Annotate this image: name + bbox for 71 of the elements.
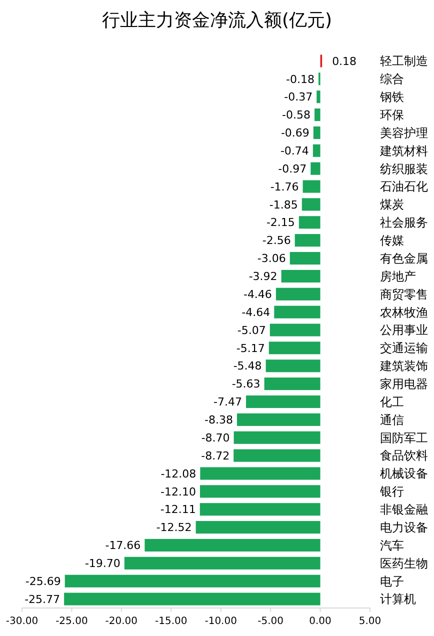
data-label: -0.97 [278, 162, 307, 176]
y-tick-label: 交通运输 [380, 341, 428, 356]
y-tick-label: 汽车 [380, 538, 404, 552]
data-label: -2.56 [262, 234, 291, 248]
data-label: -0.69 [280, 126, 310, 140]
y-tick-label: 家用电器 [380, 377, 428, 392]
data-label: -5.07 [237, 324, 266, 337]
y-tick-label: 国防军工 [380, 430, 428, 445]
y-tick-label: 有色金属 [380, 251, 428, 266]
y-tick-label: 建筑装饰 [379, 359, 428, 374]
y-tick-label: 银行 [379, 484, 404, 499]
data-label: -0.74 [280, 144, 309, 158]
y-tick-label: 计算机 [380, 592, 416, 606]
y-tick-label: 石油石化 [380, 180, 428, 194]
x-tick-label: -5.00 [258, 616, 284, 627]
y-tick-label: 轻工制造 [380, 54, 428, 68]
data-label: -4.64 [242, 306, 270, 319]
data-label: -8.70 [201, 431, 230, 444]
data-label: -17.66 [105, 539, 141, 552]
x-tick-label: 0.00 [309, 616, 332, 627]
y-tick-label: 钢铁 [379, 90, 404, 104]
y-tick-label: 公用事业 [380, 323, 428, 338]
data-label: -5.17 [236, 342, 265, 355]
data-label: -2.15 [266, 216, 295, 230]
y-tick-label: 煤炭 [380, 198, 404, 212]
y-tick-label: 综合 [380, 72, 404, 86]
data-label: 0.18 [332, 54, 357, 68]
x-tick-label: -20.00 [105, 616, 138, 627]
y-tick-label: 商贸零售 [380, 287, 428, 302]
y-tick-label: 电子 [380, 574, 404, 588]
data-label: -3.06 [257, 252, 286, 266]
data-label: -0.37 [284, 90, 313, 104]
y-tick-label: 食品饮料 [380, 448, 428, 463]
data-label: -0.58 [282, 108, 311, 122]
y-tick-label: 电力设备 [380, 520, 428, 534]
y-tick-label: 社会服务 [380, 216, 428, 230]
y-tick-label: 农林牧渔 [380, 305, 428, 320]
y-tick-label: 化工 [380, 394, 404, 409]
data-label: -12.52 [156, 521, 192, 534]
data-label: -8.72 [201, 449, 230, 462]
data-label: -1.85 [269, 198, 298, 212]
data-label: -1.76 [270, 180, 299, 194]
y-tick-label: 纺织服装 [380, 162, 428, 176]
y-tick-label: 机械设备 [380, 466, 428, 481]
data-label: -8.38 [204, 414, 233, 427]
data-label: -7.47 [214, 396, 242, 409]
data-label: -5.63 [232, 378, 260, 391]
y-tick-label: 通信 [380, 412, 404, 427]
x-tick-label: 5.00 [358, 616, 382, 627]
y-tick-label: 非银金融 [380, 502, 428, 517]
x-tick-label: -25.00 [56, 616, 88, 627]
y-tick-label: 建筑材料 [379, 144, 428, 158]
data-label: -25.77 [24, 592, 60, 606]
data-label: -0.18 [286, 72, 314, 86]
y-tick-label: 房地产 [380, 269, 416, 284]
data-label: -12.10 [160, 485, 196, 498]
x-tick-label: -10.00 [204, 616, 237, 627]
data-label: -19.70 [84, 557, 120, 570]
x-tick-label: -30.00 [6, 616, 38, 627]
data-label: -4.46 [243, 288, 272, 301]
data-label: -12.08 [160, 467, 196, 480]
data-label: -3.92 [248, 270, 278, 284]
y-tick-label: 美容护理 [380, 126, 428, 140]
x-tick-label: -15.00 [155, 616, 188, 627]
y-tick-label: 环保 [380, 108, 404, 122]
chart-title: 行业主力资金净流入额(亿元) [102, 10, 332, 31]
y-tick-label: 医药生物 [380, 556, 428, 570]
y-tick-label: 传媒 [380, 234, 404, 248]
data-label: -5.48 [233, 360, 262, 373]
data-label: -12.11 [160, 503, 196, 516]
data-label: -25.69 [25, 574, 61, 588]
